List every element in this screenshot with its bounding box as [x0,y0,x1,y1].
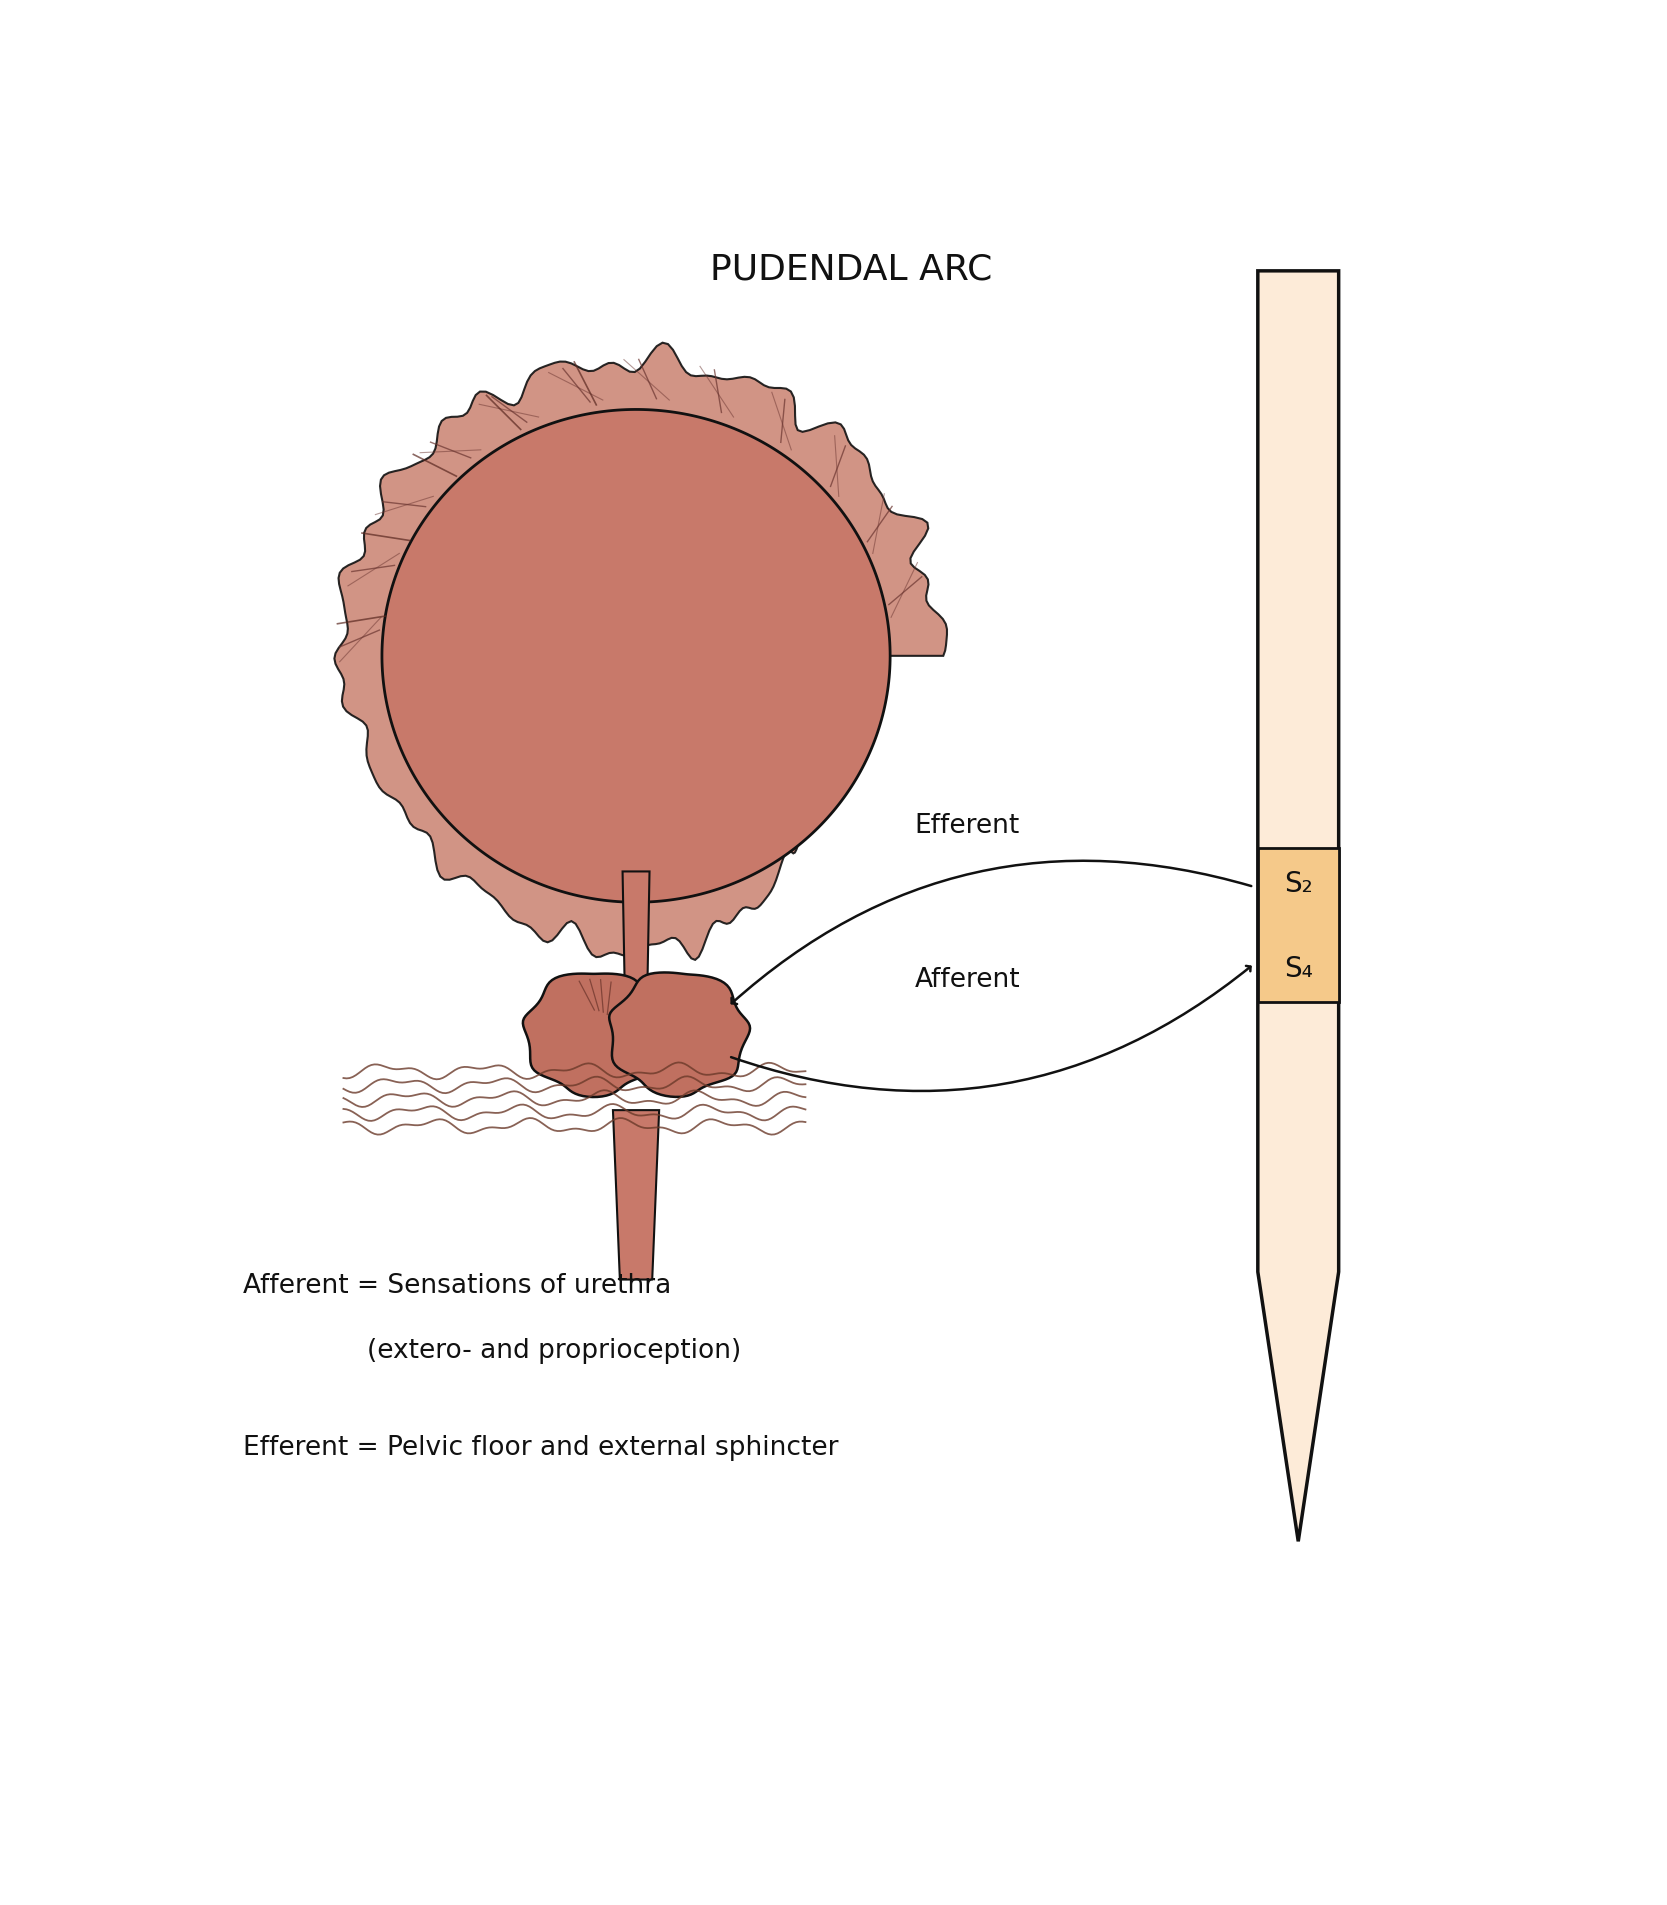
Text: (extero- and proprioception): (extero- and proprioception) [367,1337,740,1364]
Text: Afferent = Sensations of urethra: Afferent = Sensations of urethra [243,1273,672,1297]
Text: Afferent: Afferent [914,966,1020,993]
Text: Efferent: Efferent [915,813,1020,838]
Polygon shape [382,410,890,903]
Text: Efferent = Pelvic floor and external sphincter: Efferent = Pelvic floor and external sph… [243,1434,839,1459]
Polygon shape [608,973,750,1097]
Polygon shape [335,343,947,960]
Polygon shape [523,973,665,1097]
Polygon shape [613,1111,658,1280]
Text: PUDENDAL ARC: PUDENDAL ARC [710,253,994,286]
Polygon shape [1259,850,1339,1002]
Text: S₄: S₄ [1284,954,1312,983]
Text: S₂: S₂ [1284,869,1312,897]
Polygon shape [622,872,650,1017]
Polygon shape [1259,272,1339,1541]
